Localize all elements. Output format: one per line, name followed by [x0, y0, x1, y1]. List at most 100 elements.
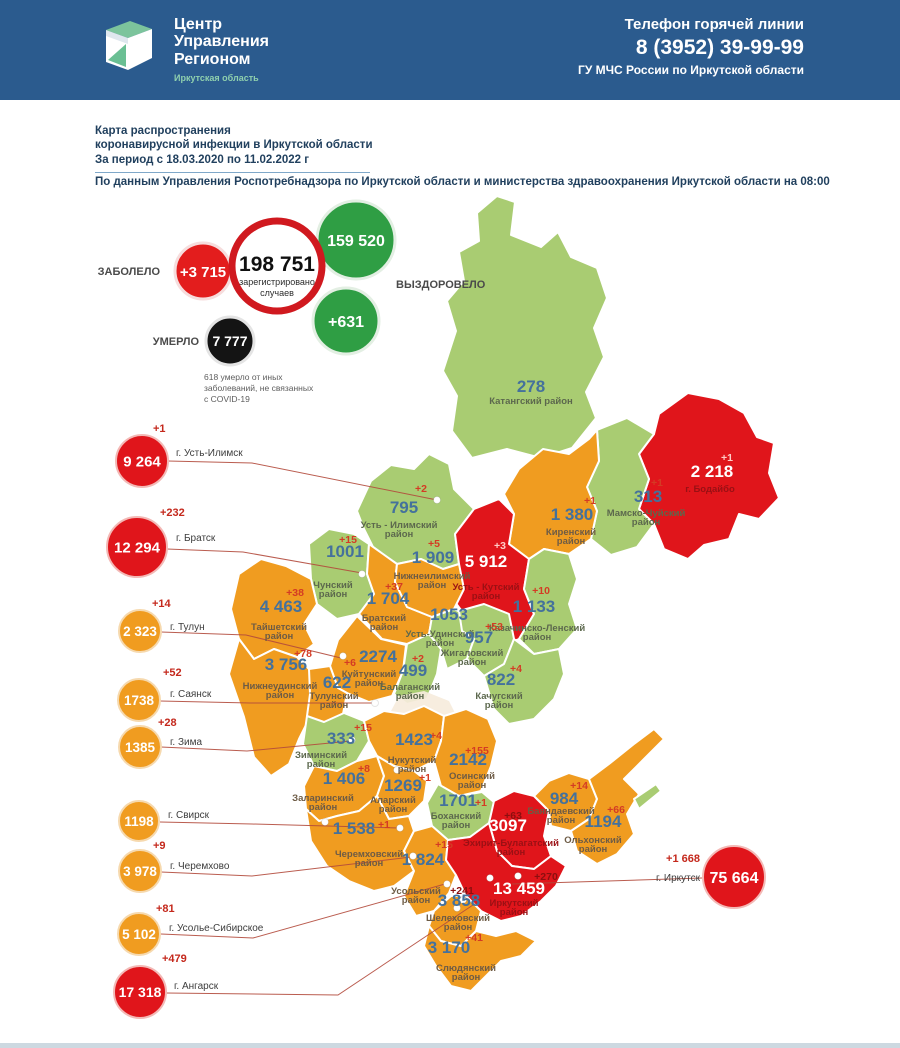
callout-lines [159, 460, 703, 996]
map-city-dot [409, 852, 417, 860]
district-delta: +78 [294, 648, 312, 660]
infected-delta-value: +3 715 [180, 264, 226, 281]
title-line-2: коронавирусной инфекции в Иркутской обла… [95, 139, 373, 152]
city-value: 1198 [124, 814, 154, 829]
district-name: район [379, 804, 408, 815]
died-footnote-2: заболеваний, не связанных [204, 383, 314, 393]
city-label: г. Тулун [170, 622, 205, 633]
city-delta: +52 [163, 667, 182, 679]
title-line-3: За период с 18.03.2020 по 11.02.2022 г [95, 153, 310, 166]
city-circle [106, 516, 168, 578]
district-name: район [398, 764, 427, 775]
district-name: Мамско-Чуйский [607, 508, 686, 519]
district-delta: +3 [494, 540, 506, 552]
district-value: 3 756 [265, 655, 308, 674]
district-name: район [444, 922, 473, 933]
city-delta: +81 [156, 903, 175, 915]
district-name: район [579, 844, 608, 855]
city-callout-svirsk: 1198 г. Свирск [118, 800, 210, 842]
district-delta: +8 [358, 763, 370, 775]
died-footnote-1: 618 умерло от иных [204, 372, 283, 382]
map-city-dot [459, 896, 467, 904]
city-callouts: 9 264 +1 г. Усть-Илимск 12 294 +232 г. Братск… [106, 423, 766, 1019]
title-underline [95, 172, 370, 174]
district-name: Усть - Кутский [453, 582, 520, 593]
district-value: 13 459 [493, 879, 545, 898]
district-value: 2142 [449, 750, 487, 769]
district-osinsky-shape [433, 708, 498, 797]
district-name: район [266, 690, 295, 701]
district-name: район [442, 820, 471, 831]
district-name: Нукутский [388, 755, 437, 766]
recovered-total-value: 159 520 [327, 233, 385, 250]
city-value: 3 978 [123, 864, 157, 879]
died-value: 7 777 [212, 333, 247, 349]
city-delta: +232 [160, 507, 185, 519]
district-value: 278 [517, 377, 545, 396]
district-name: Жигаловский [440, 648, 504, 659]
city-delta: +1 668 [666, 853, 700, 865]
district-nizhneilimsky-shape [394, 558, 465, 618]
district-name: район [309, 802, 338, 813]
map-city-dot [348, 736, 356, 744]
city-label: г. Усолье-Сибирское [169, 922, 264, 934]
hotline-block: Телефон горячей линии 8 (3952) 39-99-99 … [578, 16, 804, 77]
district-name: Осинский [449, 771, 495, 782]
district-name: Боханский [431, 811, 482, 822]
district-name: Качугский [475, 691, 522, 702]
district-value: 957 [465, 628, 493, 647]
district-kuitunsky-shape [329, 615, 407, 703]
hotline-phone: 8 (3952) 39-99-99 [635, 36, 804, 59]
registered-caption-1: зарегистрировано [239, 277, 315, 287]
district-name: Киренский [546, 527, 596, 538]
district-value: 333 [327, 729, 355, 748]
district-value: 1 380 [551, 505, 594, 524]
city-value: 9 264 [123, 453, 161, 470]
city-value: 12 294 [114, 539, 161, 556]
city-delta: +28 [158, 717, 177, 729]
callout-line-ust-ilimsk [167, 460, 438, 501]
died-footnote-3: с COVID-19 [204, 394, 250, 404]
district-value: 822 [487, 670, 515, 689]
district-name: Тайшетский [251, 622, 307, 633]
district-delta: +155 [465, 745, 489, 757]
district-value: 1 133 [513, 597, 556, 616]
district-delta: +15 [339, 534, 357, 546]
district-name: район [320, 700, 349, 711]
city-value: 5 102 [122, 927, 156, 942]
district-name: Тулунский [309, 691, 358, 702]
district-delta: +4 [510, 663, 522, 675]
footer-strip [0, 1043, 900, 1048]
district-value: 3097 [489, 816, 527, 835]
city-label: г. Саянск [170, 689, 212, 700]
city-circle [115, 434, 169, 488]
district-delta: +270 [534, 871, 558, 883]
registered-value: 198 751 [239, 253, 315, 276]
hotline-label: Телефон горячей линии [624, 16, 804, 33]
city-callout-cheremkhovo: 3 978 +9 г. Черемхово [118, 840, 230, 893]
district-name: район [418, 580, 447, 591]
district-name: Аларский [370, 795, 416, 806]
district-delta: +41 [465, 932, 483, 944]
district-delta: +14 [570, 780, 588, 792]
callout-line-bratsk [166, 548, 363, 574]
city-delta: +9 [153, 840, 166, 852]
district-label-bodaibinsky: +12 218 г. Бодайбо [685, 452, 735, 495]
district-value: 499 [399, 661, 427, 680]
district-value: 2274 [359, 647, 397, 666]
callout-line-angarsk [165, 902, 477, 996]
district-name: район [557, 536, 586, 547]
district-slyudyansky-shape [423, 925, 537, 992]
